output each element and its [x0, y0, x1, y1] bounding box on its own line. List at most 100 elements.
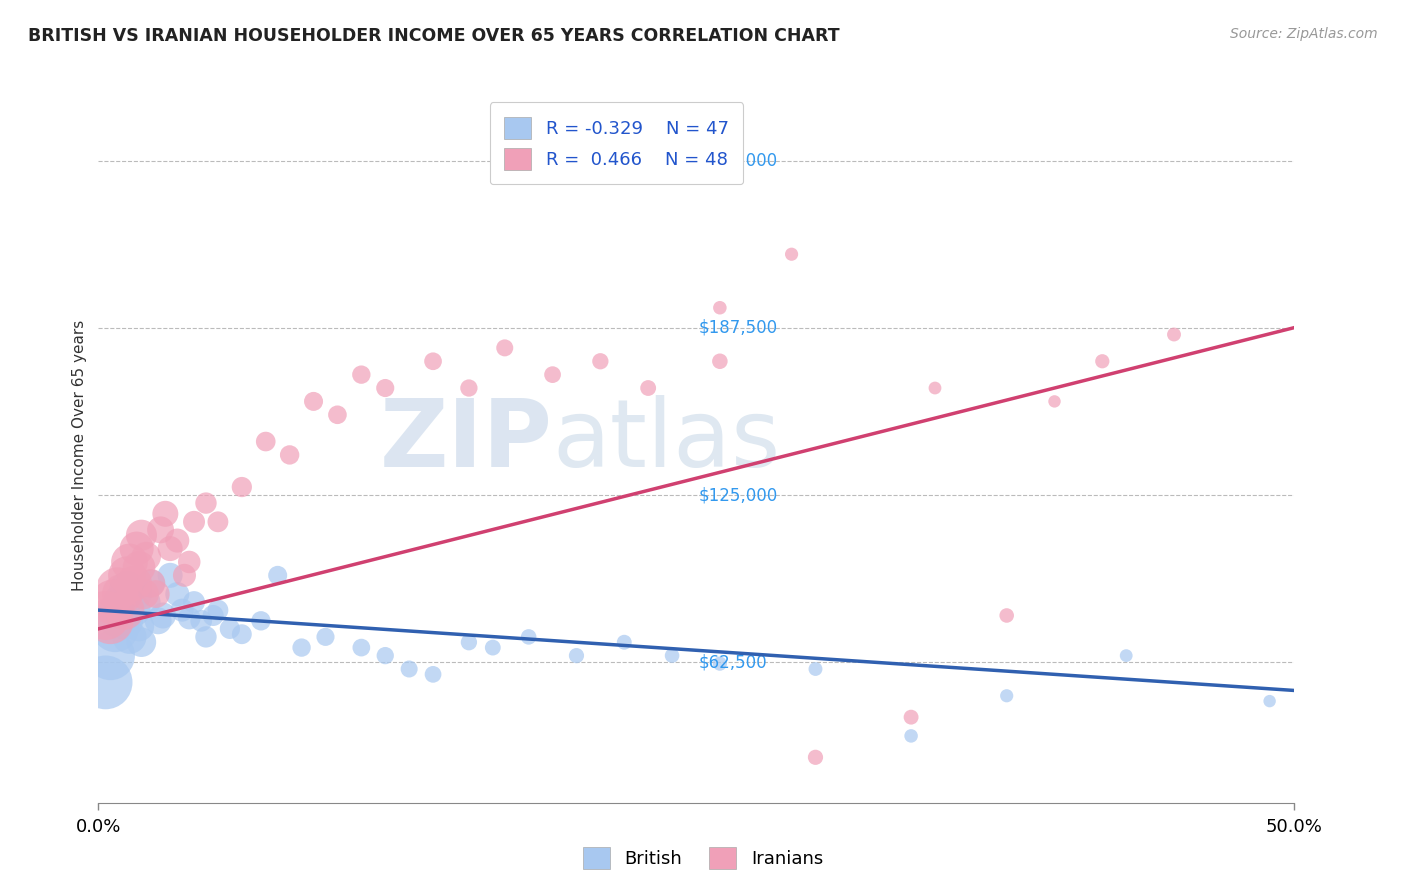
Point [780, 247, 803, 261]
Point [139, 576, 162, 591]
Text: atlas: atlas [553, 395, 780, 487]
Point [924, 381, 946, 395]
Point [231, 627, 253, 641]
Point [190, 614, 212, 628]
Point [202, 608, 225, 623]
Point [111, 595, 134, 609]
Point [107, 582, 129, 596]
Y-axis label: Householder Income Over 65 years: Householder Income Over 65 years [72, 319, 87, 591]
Point [173, 568, 195, 582]
Point [481, 640, 505, 655]
Point [350, 368, 373, 382]
Point [183, 595, 205, 609]
Point [589, 354, 612, 368]
Point [148, 614, 170, 628]
Point [254, 434, 277, 449]
Point [131, 635, 153, 649]
Text: Source: ZipAtlas.com: Source: ZipAtlas.com [1230, 27, 1378, 41]
Legend: R = -0.329    N = 47, R =  0.466    N = 48: R = -0.329 N = 47, R = 0.466 N = 48 [489, 103, 744, 184]
Point [107, 608, 129, 623]
Point [613, 635, 636, 649]
Point [114, 603, 136, 617]
Point [900, 729, 922, 743]
Point [125, 541, 148, 556]
Point [517, 630, 540, 644]
Point [398, 662, 420, 676]
Point [114, 614, 136, 628]
Point [219, 622, 242, 636]
Point [128, 619, 150, 633]
Point [494, 341, 516, 355]
Point [115, 582, 138, 596]
Point [152, 608, 174, 623]
Point [326, 408, 349, 422]
Point [149, 523, 172, 537]
Point [179, 611, 201, 625]
Point [1091, 354, 1114, 368]
Point [183, 515, 205, 529]
Point [350, 640, 373, 655]
Point [458, 635, 481, 649]
Point [101, 595, 124, 609]
Point [135, 549, 157, 564]
Point [118, 555, 141, 569]
Text: BRITISH VS IRANIAN HOUSEHOLDER INCOME OVER 65 YEARS CORRELATION CHART: BRITISH VS IRANIAN HOUSEHOLDER INCOME OV… [28, 27, 839, 45]
Point [1163, 327, 1185, 342]
Point [159, 568, 181, 582]
Point [374, 648, 396, 663]
Point [139, 576, 162, 591]
Point [118, 630, 141, 644]
Point [422, 667, 444, 681]
Point [98, 648, 122, 663]
Point [995, 608, 1018, 623]
Point [565, 648, 588, 663]
Point [541, 368, 564, 382]
Point [302, 394, 325, 409]
Point [111, 587, 134, 601]
Point [374, 381, 396, 395]
Point [179, 555, 201, 569]
Point [172, 603, 194, 617]
Point [207, 603, 229, 617]
Point [104, 622, 127, 636]
Point [194, 630, 217, 644]
Point [124, 603, 146, 617]
Point [661, 648, 683, 663]
Point [315, 630, 337, 644]
Point [155, 507, 177, 521]
Text: $125,000: $125,000 [699, 486, 778, 504]
Point [290, 640, 312, 655]
Point [98, 614, 122, 628]
Text: $250,000: $250,000 [699, 152, 778, 169]
Point [900, 710, 922, 724]
Point [207, 515, 229, 529]
Point [637, 381, 659, 395]
Point [94, 608, 117, 623]
Point [115, 568, 138, 582]
Point [194, 496, 217, 510]
Text: ZIP: ZIP [380, 395, 553, 487]
Point [145, 587, 167, 601]
Text: $187,500: $187,500 [699, 318, 778, 337]
Point [124, 576, 146, 591]
Point [995, 689, 1018, 703]
Point [159, 541, 181, 556]
Text: $62,500: $62,500 [699, 653, 768, 672]
Point [709, 354, 731, 368]
Point [250, 614, 273, 628]
Point [94, 675, 117, 690]
Point [166, 587, 188, 601]
Point [132, 587, 155, 601]
Point [804, 750, 827, 764]
Point [804, 662, 827, 676]
Point [458, 381, 481, 395]
Point [709, 301, 731, 315]
Point [131, 528, 153, 542]
Point [422, 354, 444, 368]
Point [267, 568, 290, 582]
Point [709, 657, 731, 671]
Point [278, 448, 301, 462]
Point [1043, 394, 1066, 409]
Point [166, 533, 188, 548]
Point [1115, 648, 1137, 663]
